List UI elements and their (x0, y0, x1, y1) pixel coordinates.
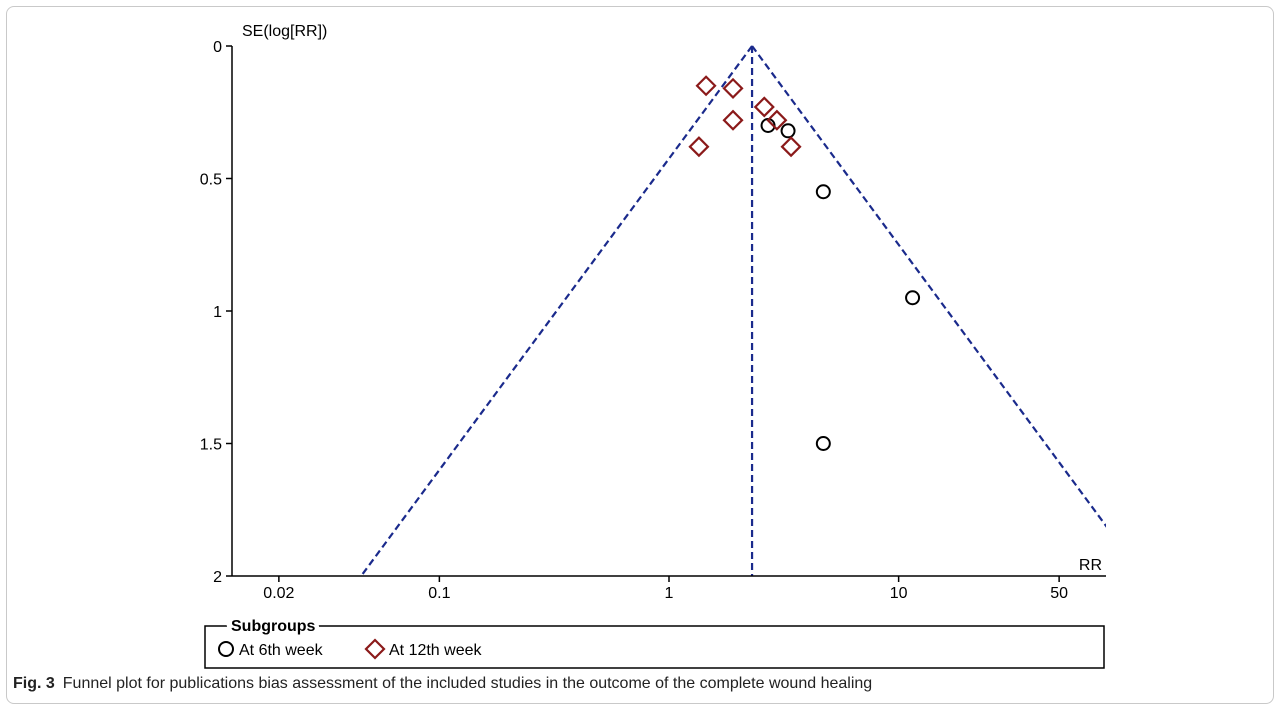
x-tick-label: 10 (890, 585, 908, 602)
funnel-plot: 0 0.5 1 1.5 2 0.02 0.1 1 10 50 SE(log[RR]) RR Subgro… (200, 23, 1106, 669)
y-tick-label: 1 (213, 304, 222, 321)
figure-caption: Fig. 3 Funnel plot for publications bias … (13, 675, 872, 693)
legend-label-6th-week: At 6th week (239, 642, 324, 659)
x-tick-label: 1 (665, 585, 674, 602)
legend-diamond-marker (364, 638, 386, 660)
funnel-lines (360, 45, 1106, 576)
y-tick-label: 2 (213, 569, 222, 586)
y-tick-label: 0 (213, 39, 222, 56)
data-point-6th-week (780, 123, 796, 139)
funnel-right-limit (751, 45, 1106, 528)
y-axis-label: SE(log[RR]) (242, 23, 327, 40)
y-tick-label: 0.5 (200, 172, 222, 189)
data-point-12th-week (753, 96, 775, 118)
data-point-12th-week (722, 109, 744, 131)
data-point-12th-week (780, 136, 802, 158)
funnel-left-limit (360, 45, 753, 576)
caption-label: Fig. 3 (13, 675, 55, 692)
x-tick-label: 0.02 (263, 585, 294, 602)
legend-box (204, 625, 1105, 669)
data-point-6th-week (815, 184, 831, 200)
figure-frame (6, 6, 1274, 704)
data-point-6th-week (905, 290, 921, 306)
data-point-12th-week (695, 75, 717, 97)
x-tick-label: 0.1 (428, 585, 450, 602)
data-point-6th-week (815, 436, 831, 451)
x-axis-label: RR (1079, 557, 1102, 574)
caption-text: Funnel plot for publications bias assess… (62, 675, 873, 692)
legend-label-12th-week: At 12th week (389, 642, 483, 659)
legend-title: Subgroups (231, 618, 316, 635)
legend-circle-marker (218, 641, 234, 657)
data-point-12th-week (688, 136, 710, 158)
x-tick-label: 50 (1050, 585, 1068, 602)
y-tick-label: 1.5 (200, 437, 222, 454)
data-point-12th-week (766, 109, 788, 131)
data-point-12th-week (722, 77, 744, 99)
